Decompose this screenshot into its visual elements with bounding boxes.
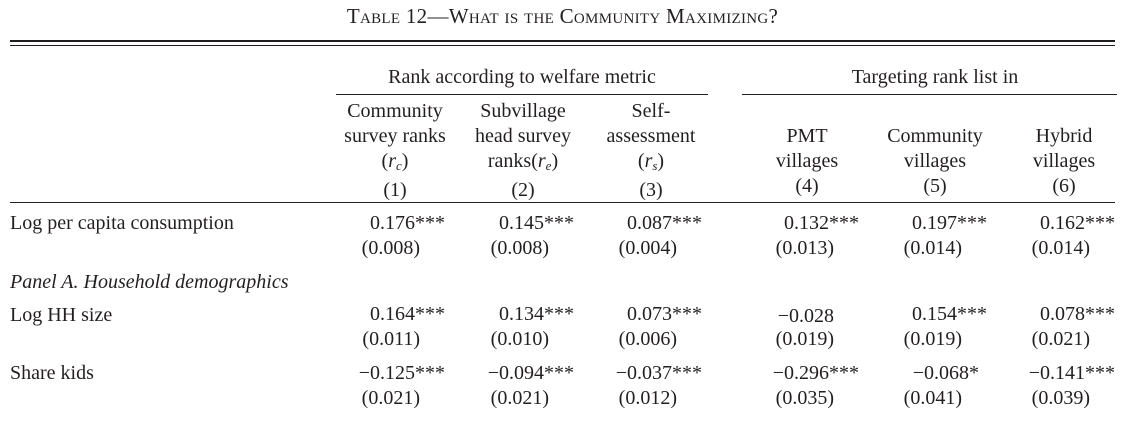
column-header-line: villages bbox=[775, 150, 839, 172]
table-cell: 0.078*** bbox=[1040, 303, 1115, 325]
column-header-5: Community villages (5) bbox=[887, 124, 983, 199]
table-cell: 0.073*** bbox=[627, 303, 702, 325]
column-header-4: PMT villages (4) bbox=[776, 124, 838, 199]
column-header-line: assessment bbox=[606, 125, 696, 147]
column-header-line: PMT bbox=[786, 125, 828, 147]
group-header-welfare-metric: Rank according to welfare metric bbox=[388, 66, 656, 88]
table-cell: 0.145*** bbox=[499, 212, 574, 234]
panel-label: Panel A. Household demographics bbox=[10, 271, 289, 293]
table-cell: 0.162*** bbox=[1040, 212, 1115, 234]
table-cell: 0.087*** bbox=[627, 212, 702, 234]
column-number: (2) bbox=[511, 179, 535, 201]
table-title: Table 12—What is the Community Maximizin… bbox=[346, 4, 779, 28]
column-header-6: Hybrid villages (6) bbox=[1033, 124, 1095, 199]
column-header-line: Hybrid bbox=[1035, 125, 1093, 147]
table-cell-se: (0.012) bbox=[618, 387, 677, 409]
table-cell: −0.037*** bbox=[615, 362, 702, 384]
table-cell: 0.154*** bbox=[912, 303, 987, 325]
row-label-share-kids: Share kids bbox=[10, 362, 94, 384]
table-cell: 0.164*** bbox=[370, 303, 445, 325]
column-header-1: Community survey ranks (rc) (1) bbox=[344, 99, 446, 203]
column-header-line: villages bbox=[1032, 150, 1096, 172]
row-label-log-consumption: Log per capita consumption bbox=[10, 212, 234, 234]
table-cell-se: (0.014) bbox=[903, 237, 962, 259]
table-cell-se: (0.039) bbox=[1031, 387, 1090, 409]
column-number: (4) bbox=[795, 175, 819, 197]
column-header-symbol: (rs) bbox=[637, 150, 665, 173]
column-number: (1) bbox=[383, 179, 407, 201]
group-rule-targeting-rank bbox=[742, 94, 1117, 95]
column-header-2: Subvillage head survey ranks(re) (2) bbox=[475, 99, 571, 203]
table-cell-se: (0.008) bbox=[361, 237, 420, 259]
top-rule-2 bbox=[10, 45, 1115, 46]
table-cell-se: (0.010) bbox=[490, 328, 549, 350]
table-cell-se: (0.006) bbox=[618, 328, 677, 350]
table-cell: −0.296*** bbox=[772, 362, 859, 384]
column-header-line: Subvillage bbox=[480, 100, 566, 122]
table-cell-se: (0.021) bbox=[361, 387, 420, 409]
table-cell-se: (0.011) bbox=[362, 328, 420, 350]
table-cell: −0.141*** bbox=[1028, 362, 1115, 384]
row-label-log-hh-size: Log HH size bbox=[10, 304, 113, 326]
table-cell-se: (0.008) bbox=[490, 237, 549, 259]
table-cell-se: (0.035) bbox=[775, 387, 834, 409]
table-cell: 0.176*** bbox=[370, 212, 445, 234]
column-number: (3) bbox=[639, 179, 663, 201]
table-cell-se: (0.014) bbox=[1031, 237, 1090, 259]
table-cell-se: (0.041) bbox=[903, 387, 962, 409]
table-cell-se: (0.013) bbox=[775, 237, 834, 259]
table-cell-se: (0.019) bbox=[775, 328, 834, 350]
table-cell: 0.134*** bbox=[499, 303, 574, 325]
table-cell: 0.132*** bbox=[784, 212, 859, 234]
table-cell-se: (0.021) bbox=[490, 387, 549, 409]
group-header-targeting-rank: Targeting rank list in bbox=[851, 66, 1019, 88]
table-cell: −0.028 bbox=[777, 305, 834, 327]
column-header-symbol: (rc) bbox=[381, 150, 409, 173]
column-number: (6) bbox=[1052, 175, 1076, 197]
column-header-line: Community bbox=[887, 125, 983, 147]
table-cell: 0.197*** bbox=[912, 212, 987, 234]
top-rule-1 bbox=[10, 40, 1115, 42]
table-cell-se: (0.021) bbox=[1031, 328, 1090, 350]
column-header-line: survey ranks bbox=[344, 125, 446, 147]
table-cell: −0.094*** bbox=[487, 362, 574, 384]
table-cell: −0.068* bbox=[912, 362, 979, 384]
column-header-line: head survey bbox=[474, 125, 572, 147]
column-header-3: Self- assessment (rs) (3) bbox=[607, 99, 696, 203]
column-number: (5) bbox=[923, 175, 947, 197]
column-header-line: Community bbox=[347, 100, 443, 122]
column-header-line: villages bbox=[903, 150, 967, 172]
table-cell: −0.125*** bbox=[358, 362, 445, 384]
header-bottom-rule bbox=[10, 202, 1115, 203]
table-cell-se: (0.019) bbox=[903, 328, 962, 350]
column-header-line: Self- bbox=[631, 100, 671, 122]
column-header-symbol: ranks(re) bbox=[487, 150, 559, 173]
group-rule-welfare-metric bbox=[336, 94, 708, 95]
table-cell-se: (0.004) bbox=[618, 237, 677, 259]
